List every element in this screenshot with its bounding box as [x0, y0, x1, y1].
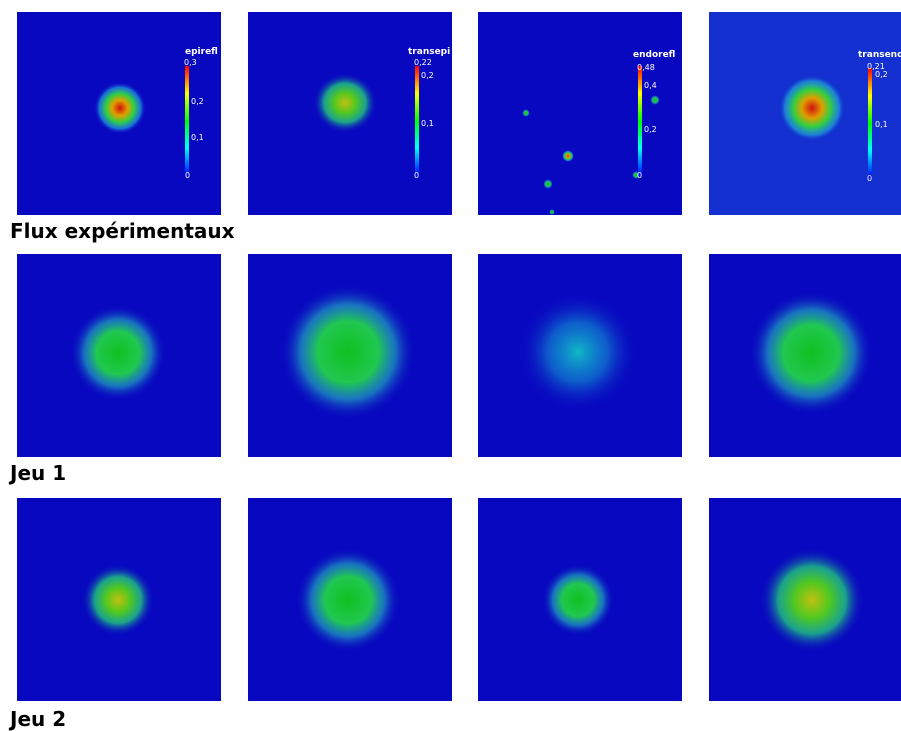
- colorbar-tick: 0,1: [421, 119, 434, 128]
- colorbar-title: transend: [858, 50, 901, 60]
- spot: [778, 74, 846, 142]
- spot: [760, 548, 864, 652]
- spot: [313, 73, 377, 133]
- colorbar-tick: 0,2: [644, 125, 657, 134]
- colorbar-tick: 0,2: [875, 70, 888, 79]
- colorbar-tick: 0,2: [191, 97, 204, 106]
- colorbars: [185, 66, 872, 178]
- colorbar-tick: 0: [637, 171, 642, 180]
- colorbar-tick: 0,4: [644, 81, 657, 90]
- colorbar-tick: 0: [867, 174, 872, 183]
- colorbar-title: epirefl: [185, 47, 218, 57]
- spot: [280, 284, 416, 420]
- spot: [94, 82, 146, 134]
- colorbar-tick: 0,48: [637, 63, 655, 72]
- row-label: Jeu 1: [8, 461, 66, 485]
- colorbar-tick: 0,1: [875, 120, 888, 129]
- colorbar-tick: 0,22: [414, 58, 432, 67]
- spot: [518, 292, 638, 412]
- colorbar-tick: 0,2: [421, 71, 434, 80]
- spot: [82, 564, 154, 636]
- colorbar-tick: 0,1: [191, 133, 204, 142]
- colorbar-title: transepi: [408, 47, 450, 57]
- spot: [542, 564, 614, 636]
- spot: [749, 291, 873, 415]
- colorbar-tick: 0: [414, 171, 419, 180]
- spot: [70, 305, 166, 401]
- colorbar-tick: 0,3: [184, 58, 197, 67]
- row-label: Jeu 2: [8, 707, 66, 731]
- colorbar-tick: 0: [185, 171, 190, 180]
- colorbar-tick: 0,21: [867, 62, 885, 71]
- panel: [478, 12, 682, 215]
- colorbar-title: endorefl: [633, 50, 675, 60]
- spot: [296, 548, 400, 652]
- row-label: Flux expérimentaux: [10, 219, 235, 243]
